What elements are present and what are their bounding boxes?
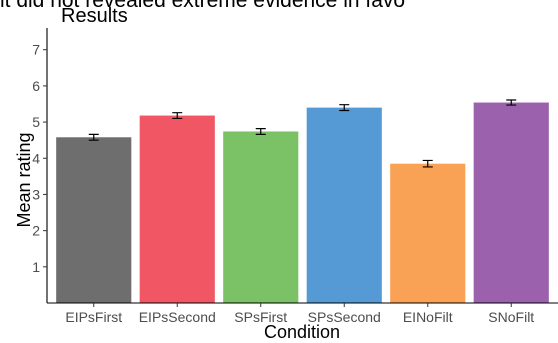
- y-tick-label: 3: [32, 186, 40, 202]
- x-tick-label: SPsFirst: [234, 309, 287, 325]
- x-tick-label: SPsSecond: [308, 309, 381, 325]
- x-tick-label: SNoFilt: [488, 309, 534, 325]
- x-tick-label: EINoFilt: [403, 309, 453, 325]
- bar-SPsFirst: [223, 131, 299, 303]
- y-ticks-group: 1 2 3 4 5 6 7: [32, 42, 47, 275]
- bar-EIPsSecond: [139, 115, 215, 303]
- bar-EIPsFirst: [56, 137, 132, 303]
- y-tick-label: 2: [32, 223, 40, 239]
- y-axis-title: Mean rating: [14, 132, 34, 227]
- y-tick-label: 7: [32, 42, 40, 58]
- bar-SNoFilt: [473, 102, 549, 303]
- x-tick-label: EIPsFirst: [65, 309, 122, 325]
- y-tick-label: 1: [32, 259, 40, 275]
- error-bar-SPsSecond: [339, 104, 350, 112]
- error-bar-EIPsSecond: [172, 112, 183, 120]
- y-tick-label: 4: [32, 150, 40, 166]
- error-bar-EINoFilt: [422, 159, 433, 168]
- x-axis-title: Condition: [264, 322, 340, 342]
- chart-title: Results: [61, 5, 128, 27]
- x-ticks-group: EIPsFirst EIPsSecond SPsFirst SPsSecond EINo…: [65, 303, 534, 325]
- bar-EINoFilt: [390, 163, 466, 303]
- x-tick-label: EIPsSecond: [139, 309, 216, 325]
- bars-group: [56, 102, 549, 304]
- error-bar-SPsFirst: [255, 127, 266, 135]
- y-tick-label: 5: [32, 114, 40, 130]
- bar-SPsSecond: [306, 107, 382, 304]
- error-bar-SNoFilt: [506, 99, 517, 106]
- y-tick-label: 6: [32, 78, 40, 94]
- error-bar-EIPsFirst: [88, 133, 99, 141]
- error-bars-group: [88, 99, 517, 168]
- cutoff-caption-text: it did not revealed extreme evidence in …: [0, 0, 406, 12]
